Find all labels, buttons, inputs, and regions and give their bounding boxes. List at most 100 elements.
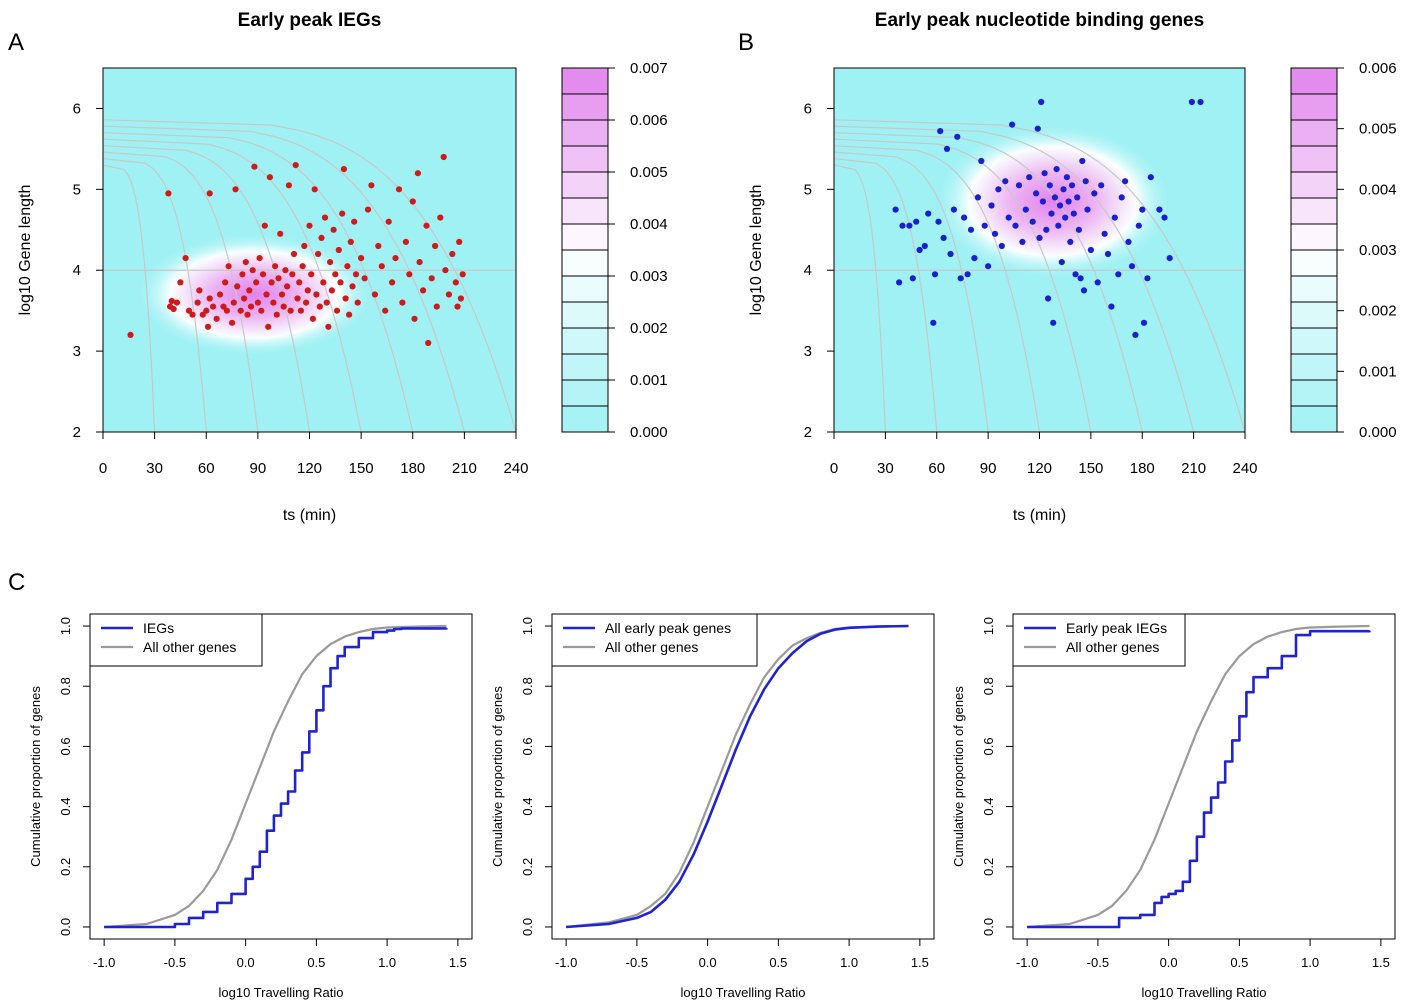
x-tick-label: -1.0 bbox=[555, 955, 577, 970]
data-point bbox=[1166, 255, 1173, 262]
data-point bbox=[395, 186, 403, 193]
data-point bbox=[321, 214, 329, 221]
colorbar-tick-label: 0.006 bbox=[630, 112, 668, 129]
x-tick-label: 0 bbox=[99, 460, 107, 477]
colorbar-band bbox=[1291, 120, 1337, 147]
y-tick-label: 0.2 bbox=[520, 858, 535, 876]
x-axis-title: log10 Travelling Ratio bbox=[680, 985, 805, 1000]
data-point bbox=[306, 222, 313, 229]
data-point bbox=[1094, 279, 1101, 286]
data-point bbox=[330, 226, 337, 233]
y-tick-label: 2 bbox=[73, 424, 81, 441]
data-point bbox=[289, 271, 296, 278]
data-point bbox=[265, 323, 272, 330]
data-point bbox=[1079, 157, 1086, 165]
colorbar-band bbox=[1291, 198, 1337, 225]
data-point bbox=[414, 170, 421, 177]
data-point bbox=[1019, 238, 1026, 245]
colorbar-band bbox=[562, 224, 608, 251]
legend-label: Early peak IEGs bbox=[1066, 620, 1167, 636]
data-point bbox=[254, 299, 261, 306]
y-tick-label: 4 bbox=[73, 262, 81, 279]
data-point bbox=[1075, 226, 1082, 233]
isoline bbox=[103, 119, 516, 432]
colorbar: 0.000 0.001 0.002 0.003 0.004 0.005 0.006 0.007 bbox=[561, 60, 668, 441]
isoline bbox=[103, 164, 156, 432]
data-point bbox=[1045, 295, 1052, 302]
colorbar-band bbox=[562, 302, 608, 329]
data-point bbox=[971, 255, 978, 262]
data-point bbox=[445, 291, 452, 298]
legend-label: All other genes bbox=[1066, 639, 1159, 655]
density-plot-area bbox=[834, 68, 1245, 432]
data-point bbox=[216, 291, 224, 298]
data-point bbox=[1062, 214, 1069, 221]
colorbar-tick-label: 0.005 bbox=[630, 164, 668, 181]
x-axis-title: log10 Travelling Ratio bbox=[218, 985, 343, 1000]
y-tick-label: 0.6 bbox=[981, 737, 996, 755]
data-point bbox=[457, 295, 464, 302]
data-point bbox=[182, 255, 189, 262]
data-point bbox=[249, 267, 256, 274]
x-tick-label: 90 bbox=[980, 460, 997, 477]
data-point bbox=[304, 287, 311, 294]
data-point bbox=[416, 259, 423, 266]
data-point bbox=[256, 255, 263, 262]
data-point bbox=[1197, 98, 1204, 106]
x-tick-label: 1.0 bbox=[840, 955, 858, 970]
data-point bbox=[1074, 194, 1081, 201]
data-point bbox=[1012, 222, 1019, 229]
data-point bbox=[1038, 98, 1045, 106]
data-point bbox=[1161, 214, 1168, 221]
data-point bbox=[1029, 218, 1036, 225]
data-point bbox=[259, 271, 267, 278]
data-point bbox=[308, 271, 315, 278]
x-tick-label: 60 bbox=[928, 460, 945, 477]
y-tick-label: 0.4 bbox=[981, 798, 996, 816]
data-point bbox=[954, 133, 961, 140]
data-point bbox=[1115, 271, 1122, 278]
data-point bbox=[225, 263, 232, 270]
data-point bbox=[220, 303, 227, 310]
y-tick-label: 1.0 bbox=[520, 617, 535, 635]
isoline bbox=[834, 158, 938, 432]
data-point bbox=[294, 295, 301, 302]
y-tick-label: 0.8 bbox=[58, 677, 73, 695]
x-tick-label: -0.5 bbox=[1087, 955, 1109, 970]
isoline bbox=[834, 138, 1092, 432]
colorbar-band bbox=[562, 380, 608, 407]
data-point bbox=[964, 271, 971, 278]
x-tick-label: 0.0 bbox=[237, 955, 255, 970]
colorbar-band bbox=[1291, 94, 1337, 121]
y-axis-title: Cumulative proportion of genes bbox=[490, 686, 505, 867]
data-point bbox=[1070, 210, 1077, 217]
isoline bbox=[834, 125, 1195, 432]
data-point bbox=[978, 157, 985, 165]
data-point bbox=[270, 299, 277, 306]
data-point bbox=[1043, 226, 1050, 233]
data-point bbox=[230, 299, 237, 306]
colorbar-band bbox=[1291, 354, 1337, 381]
colorbar-tick-label: 0.007 bbox=[630, 60, 668, 77]
data-point bbox=[1156, 206, 1163, 213]
data-point bbox=[1041, 170, 1048, 177]
data-point bbox=[892, 206, 899, 213]
colorbar-band bbox=[562, 172, 608, 199]
data-point bbox=[1056, 202, 1064, 209]
data-point bbox=[1147, 174, 1154, 181]
data-point bbox=[1125, 238, 1132, 245]
colorbar-tick-label: 0.003 bbox=[1359, 242, 1397, 259]
colorbar-band bbox=[1291, 276, 1337, 303]
colorbar-band bbox=[562, 146, 608, 173]
data-point bbox=[277, 230, 284, 237]
data-point bbox=[332, 271, 339, 278]
data-point bbox=[1050, 319, 1057, 326]
x-tick-label: -1.0 bbox=[1016, 955, 1038, 970]
data-point bbox=[246, 287, 253, 294]
plot-title: Early peak IEGs bbox=[238, 10, 382, 31]
data-point bbox=[1139, 206, 1146, 213]
data-point bbox=[1034, 125, 1041, 132]
y-tick-label: 0.6 bbox=[520, 737, 535, 755]
